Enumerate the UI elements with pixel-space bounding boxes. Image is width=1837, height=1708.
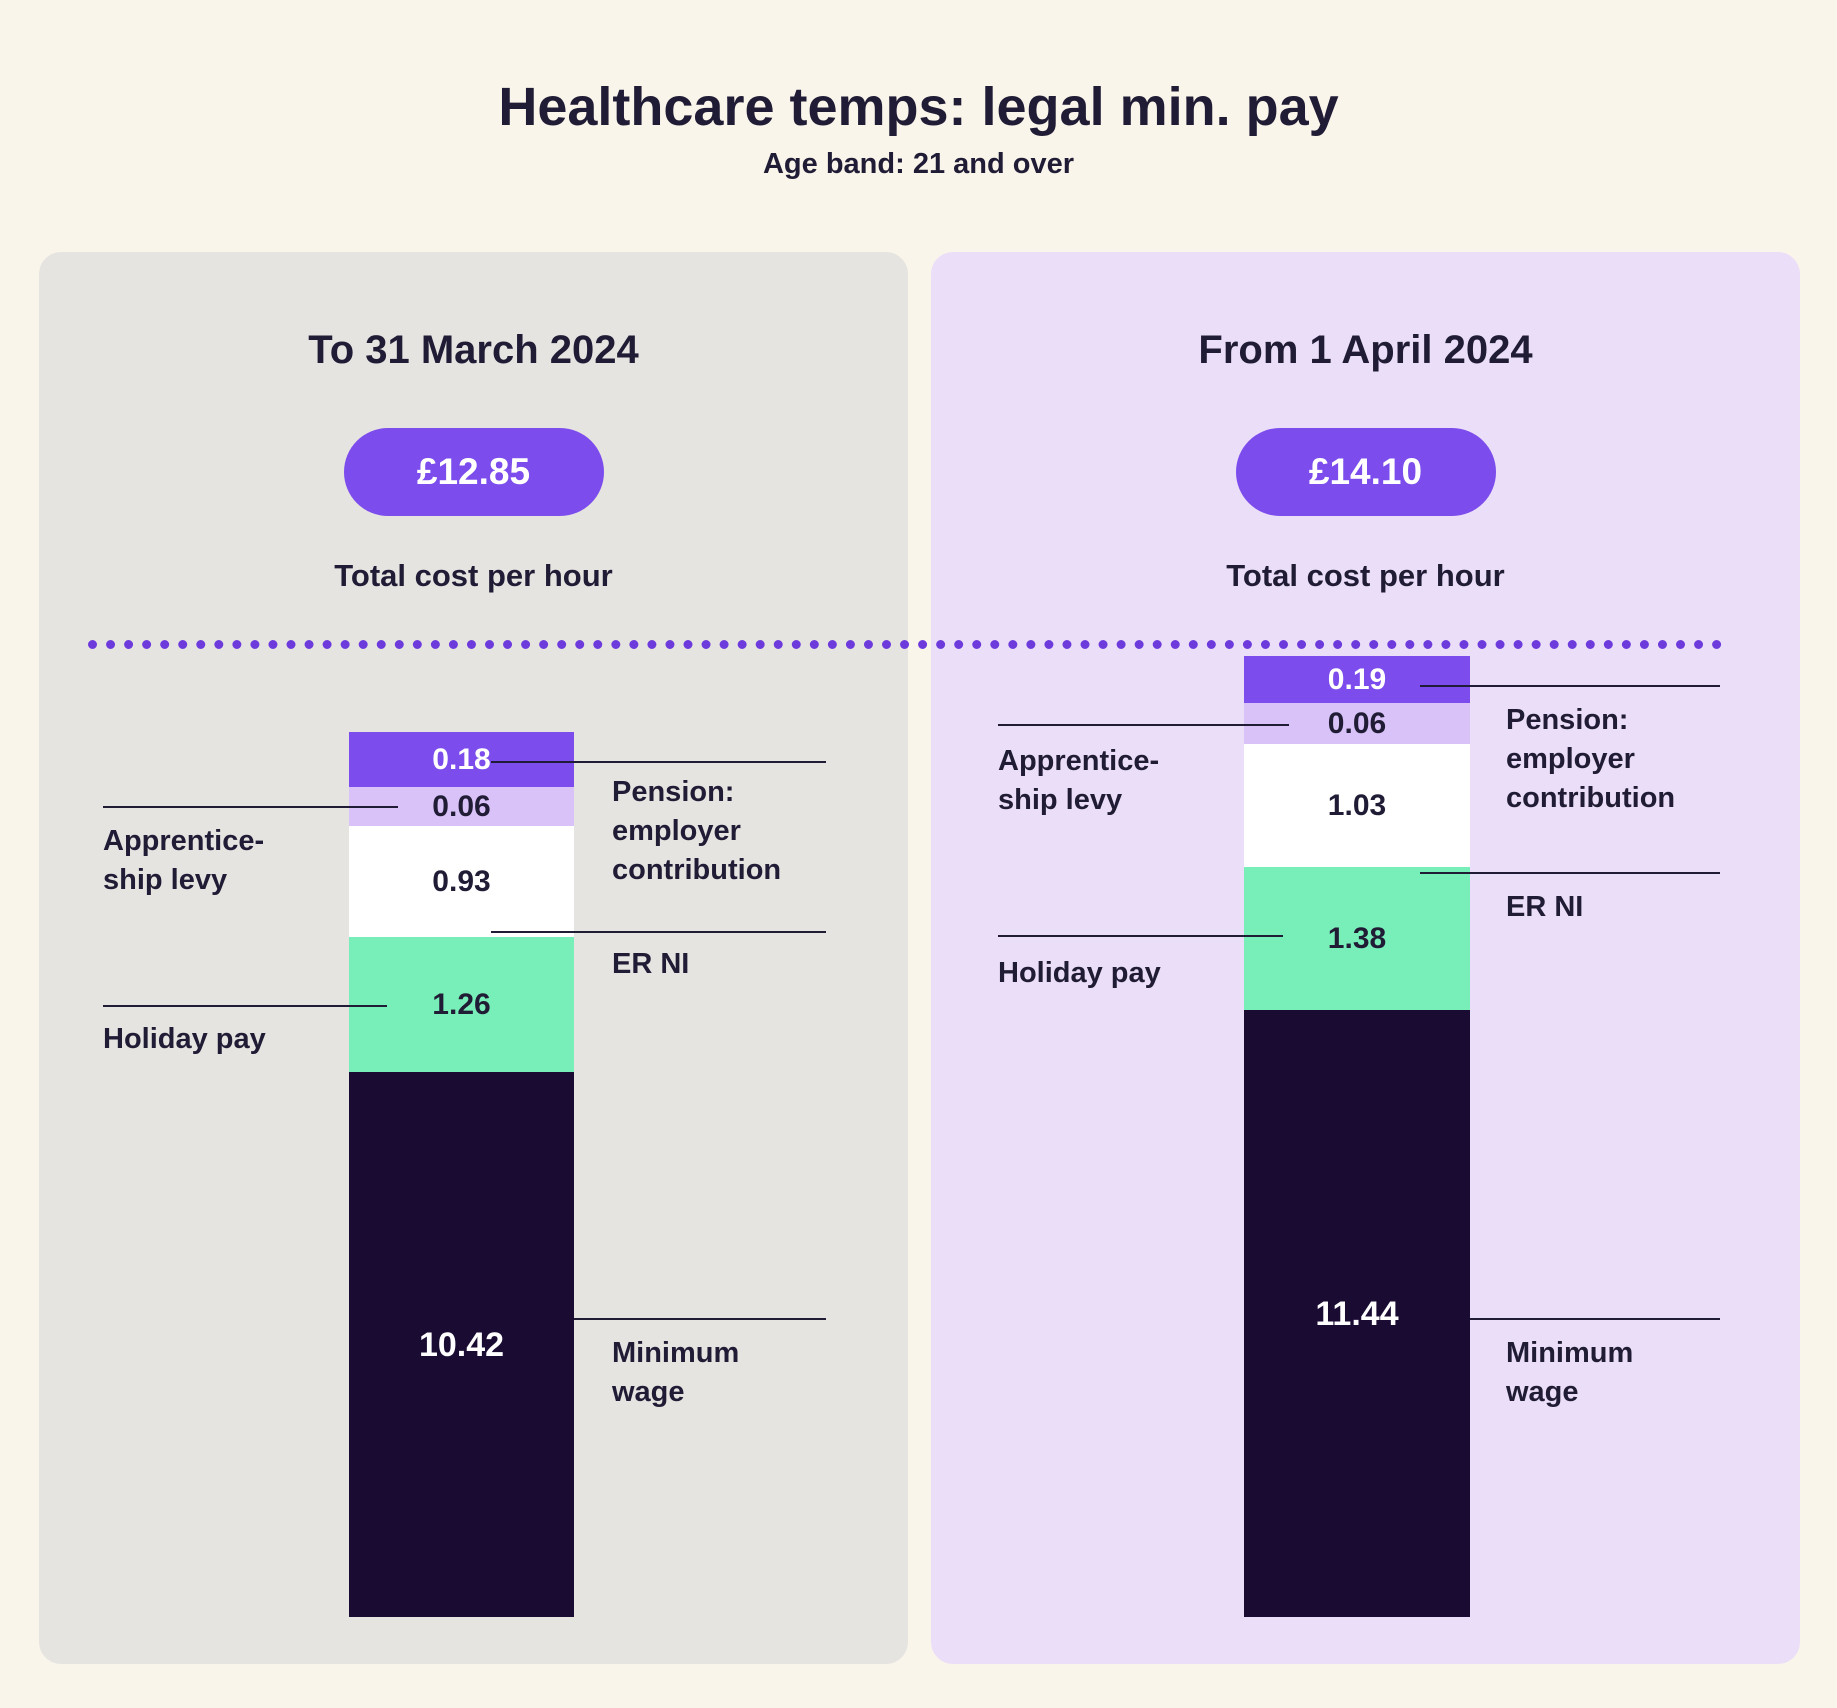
er-ni-connector-line	[491, 931, 826, 933]
pension-connector-line	[491, 761, 826, 763]
minimum-wage-label: Minimum wage	[612, 1337, 740, 1408]
panel-heading: To 31 March 2024	[308, 328, 639, 372]
apprenticeship-levy-connector-line	[103, 806, 398, 808]
total-cost-caption: Total cost per hour	[334, 558, 613, 593]
minimum-wage-connector-line	[574, 1318, 826, 1320]
er-ni-label: ER NI	[612, 948, 690, 980]
pension-connector-line	[1420, 685, 1720, 687]
apprenticeship-levy-label: Apprentice- ship levy	[998, 745, 1160, 816]
total-cost-pill: £12.85	[343, 428, 604, 516]
stacked-bar: 0.18 0.06 0.93 1.26 10.42	[349, 732, 574, 1617]
bar-segment-holiday-pay: 1.26	[349, 937, 574, 1072]
apprenticeship-levy-connector-line	[998, 724, 1289, 726]
holiday-pay-label: Holiday pay	[103, 1023, 266, 1055]
stacked-bar: 0.19 0.06 1.03 1.38 11.44	[1244, 656, 1470, 1617]
apprenticeship-levy-label: Apprentice- ship levy	[103, 825, 265, 896]
holiday-pay-label: Holiday pay	[998, 957, 1161, 989]
bar-segment-pension: 0.18	[349, 732, 574, 787]
total-cost-caption: Total cost per hour	[1226, 558, 1505, 593]
new-total-reference-dotted-line	[88, 640, 1722, 649]
bar-segment-holiday-pay: 1.38	[1244, 867, 1470, 1010]
pension-label: Pension: employer contribution	[612, 776, 782, 886]
total-cost-pill: £14.10	[1235, 428, 1496, 516]
holiday-pay-connector-line	[998, 935, 1283, 937]
minimum-wage-label: Minimum wage	[1506, 1337, 1634, 1408]
bar-segment-pension: 0.19	[1244, 656, 1470, 703]
panel-heading: From 1 April 2024	[1198, 328, 1533, 372]
bar-segment-er-ni: 0.93	[349, 826, 574, 937]
bar-segment-er-ni: 1.03	[1244, 744, 1470, 867]
page-subtitle: Age band: 21 and over	[762, 148, 1074, 180]
bar-segment-minimum-wage: 10.42	[349, 1072, 574, 1617]
er-ni-connector-line	[1420, 872, 1720, 874]
er-ni-label: ER NI	[1506, 891, 1584, 923]
pension-label: Pension: employer contribution	[1506, 704, 1676, 814]
panel-from-1-april-2024: From 1 April 2024 £14.10 Total cost per …	[931, 252, 1800, 1664]
bar-segment-minimum-wage: 11.44	[1244, 1010, 1470, 1617]
minimum-wage-connector-line	[1470, 1318, 1720, 1320]
holiday-pay-connector-line	[103, 1005, 387, 1007]
bar-segment-apprenticeship-levy: 0.06	[1244, 703, 1470, 744]
panel-to-31-march-2024: To 31 March 2024 £12.85 Total cost per h…	[39, 252, 908, 1664]
page-title: Healthcare temps: legal min. pay	[498, 77, 1339, 138]
